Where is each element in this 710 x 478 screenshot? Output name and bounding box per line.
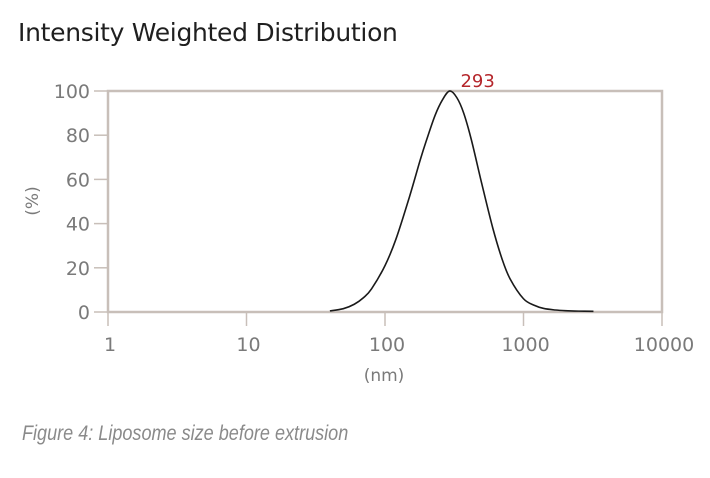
- y-tick-label: 20: [66, 258, 90, 280]
- series-line-intensity: [329, 90, 594, 313]
- x-tick-label: 100: [369, 334, 405, 356]
- y-tick-label: 40: [66, 214, 90, 236]
- peak-label: 293: [460, 71, 494, 92]
- y-tick-label: 100: [54, 81, 90, 103]
- y-tick-label: 0: [78, 302, 90, 324]
- y-tick-label: 80: [66, 125, 90, 147]
- plot-frame: [106, 89, 664, 314]
- x-tick-label: 1: [104, 334, 116, 356]
- chart-title: Intensity Weighted Distribution: [18, 18, 398, 47]
- x-tick-label: 10: [236, 334, 260, 356]
- figure-caption: Figure 4: Liposome size before extrusion: [22, 422, 349, 445]
- x-tick-label: 1000: [501, 334, 549, 356]
- y-axis-label: (%): [23, 186, 43, 215]
- x-tick-label: 10000: [634, 334, 694, 356]
- x-axis-label: (nm): [364, 366, 405, 386]
- y-tick-label: 60: [66, 169, 90, 191]
